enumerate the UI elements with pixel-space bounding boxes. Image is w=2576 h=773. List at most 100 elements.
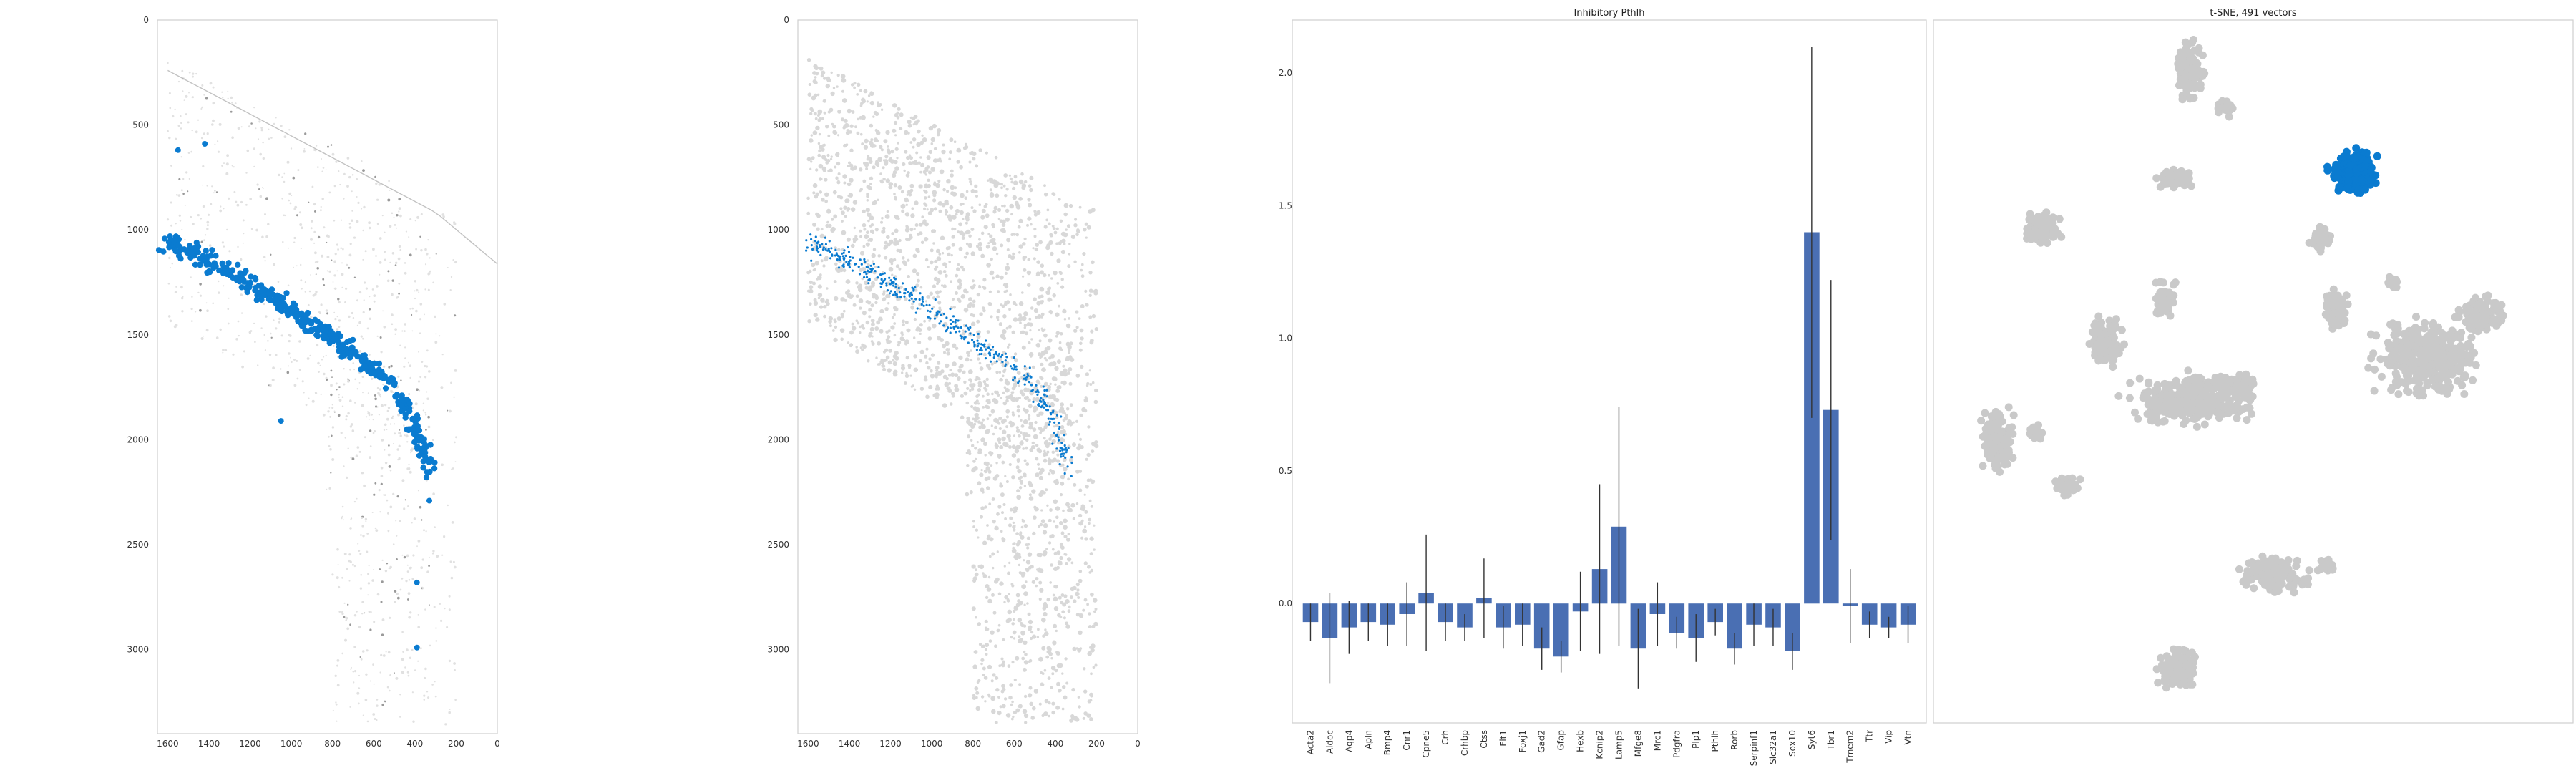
highlighted-cell <box>848 262 851 265</box>
tsne-point <box>2186 56 2195 64</box>
tissue-point <box>1033 505 1037 509</box>
highlighted-cell <box>824 236 827 239</box>
tissue-point <box>1093 598 1098 603</box>
tissue-point <box>983 676 988 680</box>
tissue-point <box>298 211 301 214</box>
tissue-point <box>978 425 982 429</box>
tissue-point <box>369 308 371 311</box>
tissue-point <box>979 366 984 371</box>
tissue-point <box>833 214 838 219</box>
tissue-point <box>892 359 895 362</box>
tissue-point <box>424 412 426 414</box>
x-tick-label: Mrc1 <box>1652 730 1662 751</box>
tissue-point <box>343 172 346 175</box>
highlighted-cell <box>276 306 283 312</box>
highlighted-cell <box>894 291 897 293</box>
tissue-point <box>1039 376 1043 379</box>
tissue-point <box>817 142 821 145</box>
tissue-point <box>942 188 946 192</box>
tissue-point <box>1012 630 1017 635</box>
tissue-point <box>887 294 891 298</box>
tissue-point <box>319 364 321 366</box>
tissue-point <box>907 120 912 125</box>
tissue-point <box>893 313 896 316</box>
tissue-point <box>291 361 293 364</box>
tissue-point <box>929 260 934 265</box>
tissue-point <box>888 185 893 190</box>
tissue-point <box>893 183 898 188</box>
tissue-point <box>997 437 1002 442</box>
tissue-point <box>369 226 371 230</box>
highlighted-cell <box>903 295 906 298</box>
tissue-point <box>424 288 426 291</box>
tissue-point <box>1007 609 1013 615</box>
tissue-point <box>861 97 866 102</box>
tissue-point <box>394 224 396 226</box>
tissue-point <box>1042 551 1047 557</box>
tissue-point <box>1065 562 1068 565</box>
tissue-point <box>263 303 265 306</box>
tissue-point <box>1045 218 1049 222</box>
tissue-point <box>1056 453 1060 457</box>
tissue-point <box>367 392 369 394</box>
tissue-point <box>399 248 402 251</box>
tissue-point <box>1016 404 1020 409</box>
tissue-point <box>336 659 340 662</box>
tissue-point <box>238 334 240 337</box>
tissue-point <box>994 443 999 448</box>
tissue-point <box>298 340 301 343</box>
tissue-point <box>864 286 869 290</box>
tissue-point <box>308 290 311 293</box>
tissue-point <box>955 213 958 216</box>
tissue-point <box>419 318 422 321</box>
highlighted-cell <box>1013 356 1015 359</box>
tissue-point <box>1012 521 1015 525</box>
tissue-point <box>298 369 301 371</box>
y-tick-label: 2000 <box>767 434 789 444</box>
tissue-point <box>1008 593 1010 595</box>
tissue-point <box>1017 468 1022 474</box>
tissue-point <box>936 256 942 261</box>
tissue-point <box>915 151 919 155</box>
highlighted-cell <box>839 258 841 261</box>
tissue-point <box>320 303 323 306</box>
x-tick-label: Plp1 <box>1691 730 1701 749</box>
tissue-point <box>206 228 209 230</box>
tissue-point <box>1041 367 1046 372</box>
tissue-point <box>866 100 869 103</box>
tissue-point <box>979 564 985 570</box>
tissue-point <box>331 458 335 461</box>
tissue-point <box>971 564 976 569</box>
tissue-point <box>382 384 384 386</box>
tissue-point <box>909 228 914 232</box>
tissue-point <box>1088 293 1092 297</box>
tissue-point <box>338 301 341 304</box>
tissue-point <box>1049 382 1052 386</box>
tissue-point <box>944 381 950 387</box>
tissue-point <box>381 215 384 217</box>
tissue-point <box>876 320 881 325</box>
tissue-point <box>415 248 417 251</box>
tissue-point <box>351 563 354 566</box>
tissue-point <box>1060 545 1065 550</box>
highlighted-cell <box>952 315 955 318</box>
tissue-point <box>1043 381 1048 386</box>
tissue-point <box>1026 270 1032 276</box>
tissue-point <box>976 441 979 444</box>
tissue-point <box>983 205 987 208</box>
tissue-point <box>1057 430 1060 434</box>
tissue-point <box>923 207 927 210</box>
tissue-point <box>927 326 932 331</box>
tissue-point <box>448 711 451 714</box>
tissue-point <box>1084 222 1088 226</box>
tissue-point <box>1028 203 1033 208</box>
tissue-point <box>1076 445 1081 451</box>
tissue-point <box>1055 242 1059 245</box>
tissue-point <box>1054 383 1057 386</box>
tissue-point <box>406 441 409 443</box>
tissue-point <box>924 203 928 207</box>
tissue-point <box>370 611 372 613</box>
tissue-point <box>1017 225 1021 229</box>
tissue-point <box>903 169 906 172</box>
tissue-point <box>434 526 436 528</box>
